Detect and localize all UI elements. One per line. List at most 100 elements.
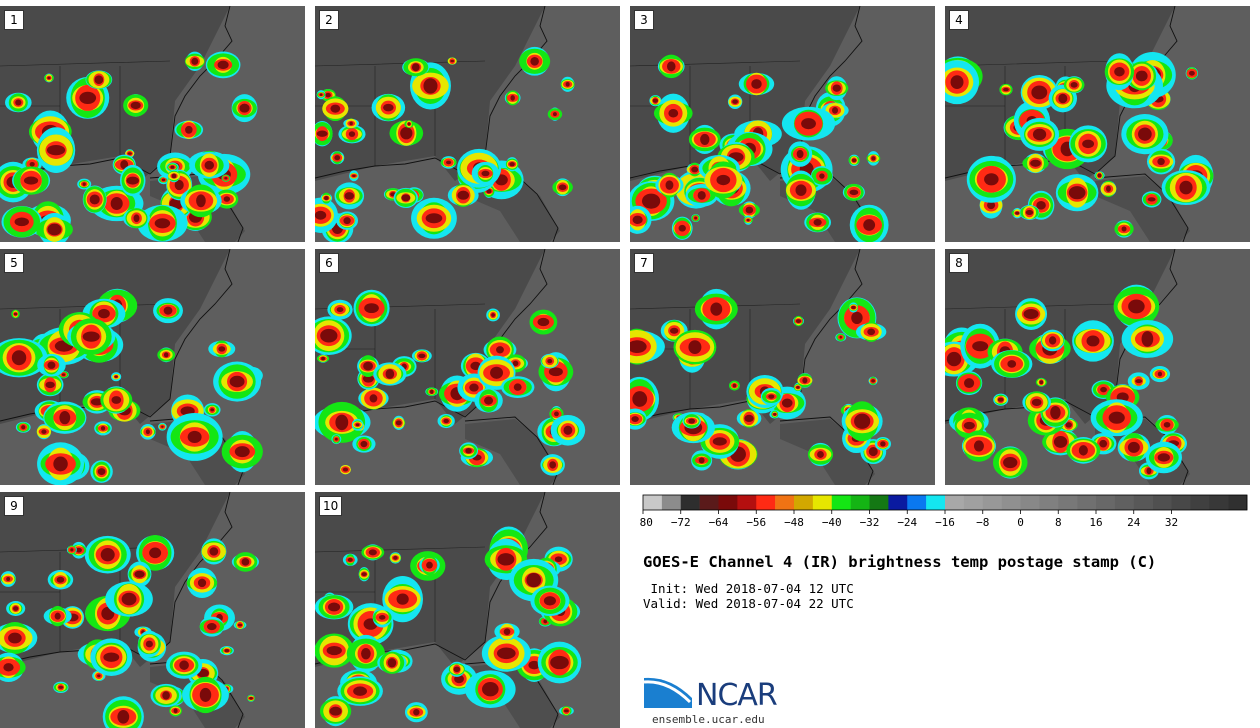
convective-cell	[351, 418, 364, 431]
convective-cell	[1019, 204, 1040, 220]
ir-satellite-map	[945, 6, 1250, 242]
convective-cell	[736, 409, 762, 428]
convective-cell	[688, 124, 721, 155]
convective-cell	[322, 96, 349, 122]
ensemble-member-panel: 3	[630, 6, 935, 242]
convective-cell	[393, 187, 418, 208]
convective-cell	[841, 401, 883, 442]
convective-cell	[233, 621, 247, 630]
convective-cell	[15, 421, 31, 433]
convective-cell	[797, 373, 813, 388]
convective-cell	[447, 57, 457, 65]
convective-cell	[36, 424, 52, 440]
convective-cell	[1185, 67, 1199, 80]
colorbar-swatch	[982, 495, 1002, 510]
convective-cell	[500, 376, 535, 398]
convective-cell	[219, 645, 234, 656]
convective-cell	[358, 387, 389, 410]
convective-cell	[315, 197, 338, 233]
colorbar-tick-label: −24	[897, 516, 917, 529]
convective-cell	[437, 413, 455, 429]
convective-cell	[481, 634, 531, 672]
convective-cell	[349, 170, 359, 182]
ncar-logo: NCAR ensemble.ucar.edu	[642, 668, 802, 728]
figure-title: GOES-E Channel 4 (IR) brightness temp po…	[643, 553, 1157, 571]
convective-cell	[966, 155, 1016, 203]
convective-cell	[961, 430, 996, 462]
colorbar-swatch	[756, 495, 776, 510]
colorbar-tick-label: −80	[640, 516, 653, 529]
convective-cell	[537, 641, 582, 684]
member-number-label: 9	[4, 496, 24, 516]
convective-cell	[123, 208, 151, 229]
convective-cell	[1100, 180, 1117, 197]
convective-cell	[136, 534, 175, 571]
convective-cell	[186, 567, 218, 598]
member-number-label: 8	[949, 253, 969, 273]
convective-cell	[483, 336, 517, 364]
convective-cell	[848, 154, 860, 166]
convective-cell	[769, 410, 781, 419]
convective-cell	[315, 633, 355, 668]
convective-cell	[208, 340, 236, 358]
ir-satellite-map	[315, 6, 620, 242]
convective-cell	[704, 161, 743, 199]
colorbar-swatch	[1001, 495, 1021, 510]
convective-cell	[1072, 320, 1114, 362]
convective-cell	[184, 51, 205, 72]
convective-cell	[738, 201, 760, 219]
convective-cell	[1113, 284, 1160, 329]
ensemble-member-panel: 6	[315, 249, 620, 485]
convective-cell	[189, 151, 230, 179]
convective-cell	[82, 298, 126, 329]
colorbar-swatch	[661, 495, 682, 510]
convective-cell	[389, 120, 424, 146]
convective-cell	[760, 387, 782, 406]
convective-cell	[1161, 170, 1211, 206]
convective-cell	[1022, 391, 1051, 414]
convective-cell	[1066, 437, 1101, 464]
convective-cell	[1090, 399, 1143, 437]
colorbar-swatch	[1171, 495, 1191, 510]
convective-cell	[158, 422, 167, 431]
convective-cell	[182, 676, 229, 714]
convective-cell	[221, 174, 231, 182]
convective-cell	[331, 434, 342, 445]
convective-cell	[425, 387, 439, 397]
convective-cell	[825, 76, 849, 101]
convective-cell	[11, 309, 20, 319]
convective-cell	[530, 585, 570, 617]
colorbar-tick-label: −16	[935, 516, 955, 529]
colorbar-swatch	[907, 495, 927, 510]
colorbar-tick-label: 32	[1165, 516, 1178, 529]
convective-cell	[793, 315, 804, 327]
convective-cell	[167, 169, 181, 183]
convective-cell	[866, 151, 881, 166]
convective-cell	[77, 178, 92, 190]
convective-cell	[743, 215, 753, 225]
colorbar-swatch	[963, 495, 984, 510]
convective-cell	[315, 594, 354, 620]
colorbar-tick-label: 0	[1017, 516, 1024, 529]
convective-cell	[1155, 415, 1179, 435]
convective-cell	[404, 120, 414, 128]
ir-satellite-map	[630, 6, 935, 242]
convective-cell	[352, 435, 376, 453]
convective-cell	[993, 393, 1009, 406]
ensemble-member-panel: 7	[630, 249, 935, 485]
convective-cell	[0, 338, 48, 378]
convective-cell	[1094, 171, 1105, 180]
ir-satellite-map	[0, 249, 305, 485]
convective-cell	[653, 93, 693, 133]
convective-cell	[199, 616, 225, 637]
convective-cell	[94, 421, 112, 436]
convective-cell	[842, 183, 865, 201]
ensemble-member-panel: 2	[315, 6, 620, 242]
convective-cell	[150, 683, 182, 708]
convective-cell	[6, 601, 26, 616]
convective-cell	[874, 437, 892, 451]
convective-cell	[166, 162, 179, 172]
convective-cell	[402, 58, 430, 77]
convective-cell	[835, 333, 847, 342]
convective-cell	[848, 302, 859, 313]
